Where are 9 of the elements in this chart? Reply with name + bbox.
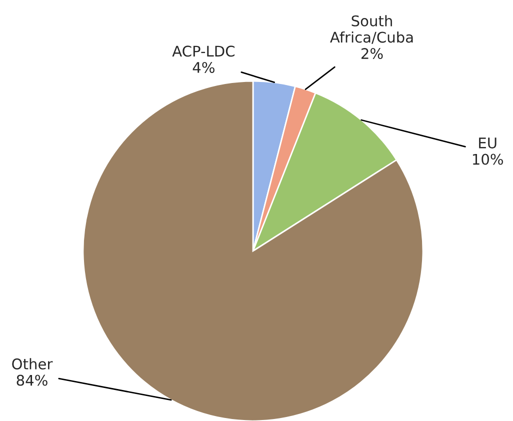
data-label: 84% [16, 374, 48, 386]
slice-label: EU [479, 138, 496, 148]
slice-label: ACP-LDC [172, 46, 234, 57]
slice-label: Other [12, 358, 53, 370]
data-label: 4% [192, 62, 214, 73]
pie-slice [82, 80, 424, 421]
data-label: 2% [362, 48, 383, 60]
data-label: 10% [472, 154, 503, 165]
slice-label: South Africa/Cuba [330, 15, 413, 44]
